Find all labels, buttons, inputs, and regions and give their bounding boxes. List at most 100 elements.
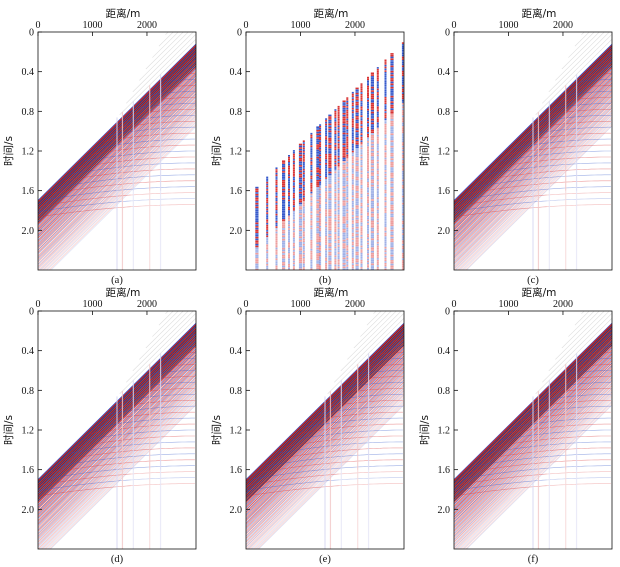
y-tick-label: 0 <box>445 28 450 39</box>
trace <box>401 42 404 270</box>
x-tick-label: 2000 <box>137 20 157 31</box>
y-tick-label: 0.4 <box>22 67 35 78</box>
x-tick-label: 2000 <box>553 20 573 31</box>
y-tick-label: 1.2 <box>230 426 243 437</box>
trace <box>384 59 387 270</box>
y-tick-label: 0.4 <box>230 346 243 357</box>
trace <box>255 186 259 270</box>
y-tick-label: 2.0 <box>22 226 35 237</box>
trace <box>328 114 332 270</box>
y-axis-label: 时间/s <box>2 136 15 166</box>
x-tick-label: 1000 <box>82 20 102 31</box>
trace <box>282 160 286 270</box>
y-tick-label: 1.2 <box>438 147 451 158</box>
x-axis-label: 距离/m <box>106 7 141 20</box>
panel-caption: (c) <box>527 275 539 286</box>
panel-caption: (b) <box>319 275 332 286</box>
trace <box>266 176 269 270</box>
y-tick-label: 0.8 <box>230 386 243 397</box>
y-tick-label: 1.2 <box>230 147 243 158</box>
y-tick-label: 0.8 <box>438 107 451 118</box>
y-axis-label: 时间/s <box>210 415 223 445</box>
y-tick-label: 1.6 <box>438 186 451 197</box>
y-tick-label: 0.8 <box>438 386 451 397</box>
wavefield <box>246 311 404 549</box>
x-tick-label: 1000 <box>290 299 310 310</box>
y-axis-label: 时间/s <box>418 415 431 445</box>
y-tick-label: 1.6 <box>230 465 243 476</box>
y-tick-label: 0 <box>445 307 450 318</box>
trace <box>342 100 346 270</box>
panel-background <box>246 32 404 270</box>
y-tick-label: 0.4 <box>438 67 451 78</box>
y-tick-label: 1.6 <box>230 186 243 197</box>
trace <box>390 53 394 270</box>
panel-caption: (a) <box>111 275 123 286</box>
trace <box>316 126 320 270</box>
panel-caption: (d) <box>111 554 124 565</box>
x-tick-label: 0 <box>244 299 249 310</box>
x-tick-label: 2000 <box>345 299 365 310</box>
y-tick-label: 0.8 <box>22 386 35 397</box>
trace <box>337 105 340 270</box>
y-tick-label: 0.8 <box>22 107 35 118</box>
y-tick-label: 0.4 <box>230 67 243 78</box>
x-axis-label: 距离/m <box>314 286 349 299</box>
y-axis-label: 时间/s <box>2 415 15 445</box>
wavefield <box>38 311 196 549</box>
y-axis-label: 时间/s <box>210 136 223 166</box>
y-tick-label: 2.0 <box>22 505 35 516</box>
trace <box>376 67 379 270</box>
x-tick-label: 0 <box>452 299 457 310</box>
x-tick-label: 1000 <box>498 299 518 310</box>
trace <box>360 83 363 270</box>
x-tick-label: 2000 <box>137 299 157 310</box>
x-axis-label: 距离/m <box>522 7 557 20</box>
y-tick-label: 0.8 <box>230 107 243 118</box>
wavefield <box>255 42 404 270</box>
y-tick-label: 0 <box>237 307 242 318</box>
y-tick-label: 2.0 <box>230 505 243 516</box>
y-tick-label: 2.0 <box>230 226 243 237</box>
y-tick-label: 0 <box>29 307 34 318</box>
x-tick-label: 2000 <box>553 299 573 310</box>
y-tick-label: 1.6 <box>438 465 451 476</box>
x-tick-label: 0 <box>244 20 249 31</box>
x-axis-label: 距离/m <box>106 286 141 299</box>
wavefield <box>38 32 196 270</box>
trace <box>367 76 369 270</box>
x-axis-label: 距离/m <box>314 7 349 20</box>
y-tick-label: 2.0 <box>438 505 451 516</box>
trace <box>325 118 328 270</box>
y-axis-label: 时间/s <box>418 136 431 166</box>
x-tick-label: 2000 <box>345 20 365 31</box>
trace <box>310 132 313 270</box>
x-tick-label: 1000 <box>290 20 310 31</box>
y-tick-label: 1.2 <box>22 147 35 158</box>
x-tick-label: 1000 <box>82 299 102 310</box>
y-tick-label: 1.6 <box>22 465 35 476</box>
trace <box>292 150 295 270</box>
x-tick-label: 0 <box>452 20 457 31</box>
trace <box>370 72 374 270</box>
trace <box>302 140 305 270</box>
y-tick-label: 1.2 <box>438 426 451 437</box>
y-tick-label: 0.4 <box>22 346 35 357</box>
wavefield <box>454 311 612 549</box>
y-tick-label: 0 <box>237 28 242 39</box>
trace <box>355 87 359 270</box>
y-tick-label: 1.2 <box>22 426 35 437</box>
y-tick-label: 1.6 <box>22 186 35 197</box>
x-tick-label: 0 <box>36 299 41 310</box>
wavefield <box>454 32 612 270</box>
trace <box>351 91 354 270</box>
trace <box>319 124 322 270</box>
